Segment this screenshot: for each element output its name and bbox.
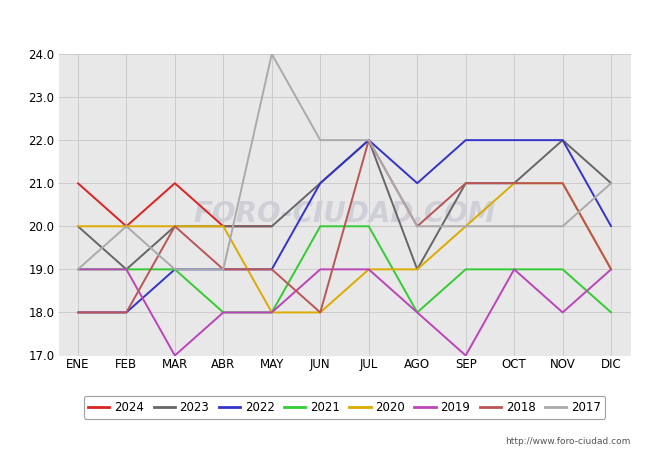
- Legend: 2024, 2023, 2022, 2021, 2020, 2019, 2018, 2017: 2024, 2023, 2022, 2021, 2020, 2019, 2018…: [83, 396, 606, 418]
- Text: FORO-CIUDAD.COM: FORO-CIUDAD.COM: [193, 200, 496, 228]
- Text: http://www.foro-ciudad.com: http://www.foro-ciudad.com: [505, 437, 630, 446]
- Text: Afiliados en Orés a 31/5/2024: Afiliados en Orés a 31/5/2024: [192, 14, 458, 33]
